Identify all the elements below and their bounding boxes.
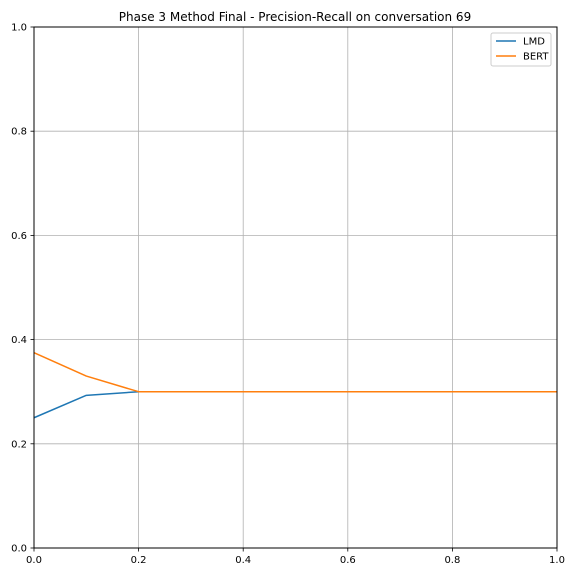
chart-title: Phase 3 Method Final - Precision-Recall … [119,10,471,24]
x-tick-label: 0.8 [444,555,460,566]
x-tick-label: 1.0 [549,555,565,566]
plot-frame [33,26,558,549]
y-tick-label: 1.0 [11,23,27,34]
y-tick-label: 0.2 [11,439,27,450]
legend: LMD BERT [490,32,552,67]
ticks: 0.0 0.2 0.4 0.6 0.8 1.0 0.0 0.2 0.4 0.6 0.8 1.0 [11,23,565,567]
y-tick-label: 0.0 [11,544,27,555]
y-tick-label: 0.8 [11,127,27,138]
series-line-bert [33,351,557,393]
x-tick-label: 0.0 [26,555,42,566]
x-tick-label: 0.4 [235,555,251,566]
legend-label-lmd: LMD [523,37,545,48]
x-tick-label: 0.2 [131,555,147,566]
series-layer [33,351,557,419]
y-tick-label: 0.4 [11,335,27,346]
x-tick-label: 0.6 [340,555,356,566]
y-tick-label: 0.6 [11,231,27,242]
legend-label-bert: BERT [523,52,549,63]
